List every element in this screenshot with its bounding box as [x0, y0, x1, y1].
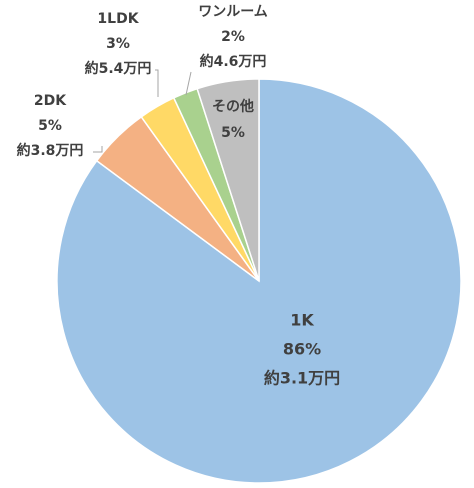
- value-label: 86%: [283, 340, 321, 359]
- price-label: 約3.8万円: [17, 142, 84, 159]
- value-label: 2%: [221, 29, 245, 45]
- leader-line: [155, 69, 159, 97]
- price-label: 約3.1万円: [264, 369, 340, 388]
- category-label: 1K: [290, 311, 314, 330]
- labels: 1K 86% 約3.1万円 2DK 5% 約3.8万円 1LDK 3% 約5.4万円 ワンルーム 2…: [17, 4, 341, 388]
- category-label: 1LDK: [97, 11, 139, 27]
- slices: [56, 78, 462, 484]
- category-label: 2DK: [34, 93, 67, 109]
- leader-line: [93, 146, 103, 153]
- category-label: その他: [212, 98, 254, 115]
- price-label: 約5.4万円: [85, 60, 152, 77]
- category-label: ワンルーム: [198, 4, 268, 20]
- value-label: 3%: [106, 36, 130, 52]
- leaders: [93, 69, 192, 153]
- value-label: 5%: [38, 118, 62, 134]
- leader-line: [185, 71, 192, 96]
- price-label: 約4.6万円: [200, 53, 267, 70]
- pie-slice: [196, 78, 260, 282]
- value-label: 5%: [221, 125, 245, 141]
